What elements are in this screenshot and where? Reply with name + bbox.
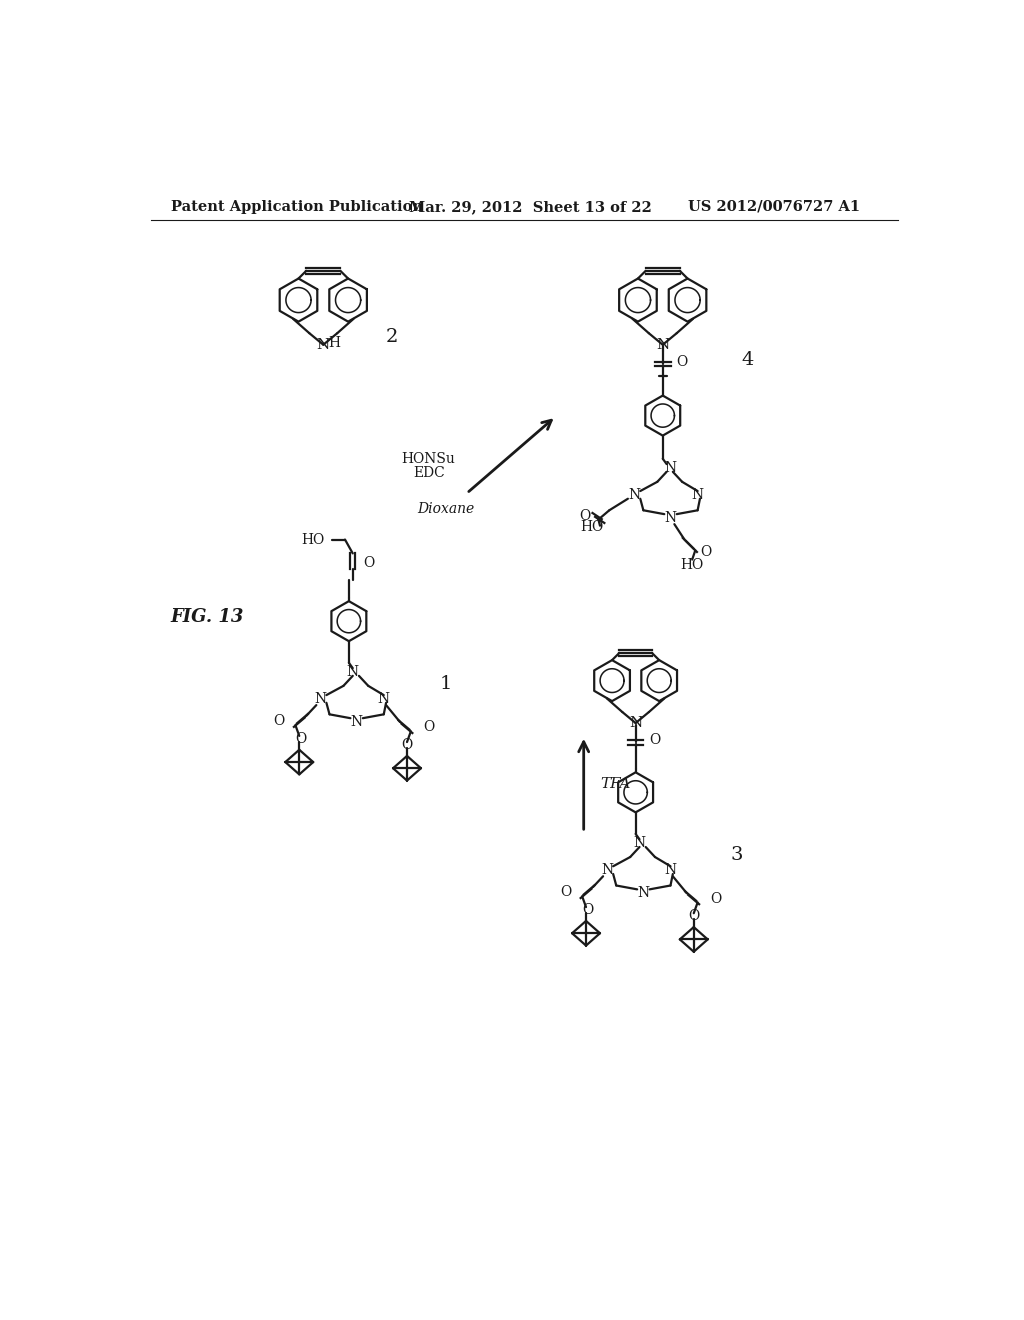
Text: O: O [677,355,688,368]
Text: O: O [688,909,699,923]
Text: TFA: TFA [601,776,631,791]
Text: 3: 3 [730,846,742,863]
Text: O: O [649,733,660,747]
Text: Mar. 29, 2012  Sheet 13 of 22: Mar. 29, 2012 Sheet 13 of 22 [409,199,651,214]
Text: N: N [637,886,649,900]
Text: O: O [401,738,413,752]
Text: O: O [710,891,721,906]
Text: N: N [347,665,358,678]
Text: N: N [665,511,677,525]
Text: N: N [601,863,613,876]
Text: FIG. 13: FIG. 13 [171,607,244,626]
Text: O: O [295,733,306,746]
Text: O: O [582,903,593,917]
Text: N: N [350,715,362,729]
Text: O: O [362,556,374,570]
Text: US 2012/0076727 A1: US 2012/0076727 A1 [687,199,860,214]
Text: 2: 2 [385,329,397,346]
Text: N: N [316,338,330,351]
Text: N: N [665,863,677,876]
Text: O: O [273,714,285,729]
Text: Patent Application Publication: Patent Application Publication [171,199,423,214]
Text: HO: HO [681,558,703,572]
Text: N: N [628,488,640,502]
Text: N: N [629,715,642,730]
Text: Dioxane: Dioxane [417,502,474,516]
Text: N: N [665,461,677,475]
Text: EDC: EDC [413,466,444,479]
Text: O: O [423,721,434,734]
Text: N: N [378,692,390,706]
Text: N: N [691,488,703,502]
Text: HO: HO [580,520,603,535]
Text: HO: HO [301,532,324,546]
Text: N: N [314,692,327,706]
Text: O: O [580,510,591,524]
Text: HONSu: HONSu [401,451,456,466]
Text: N: N [634,836,645,850]
Text: O: O [700,545,712,558]
Text: 4: 4 [741,351,755,370]
Text: H: H [328,337,340,350]
Text: N: N [656,338,670,351]
Text: 1: 1 [439,675,452,693]
Text: O: O [560,886,571,899]
